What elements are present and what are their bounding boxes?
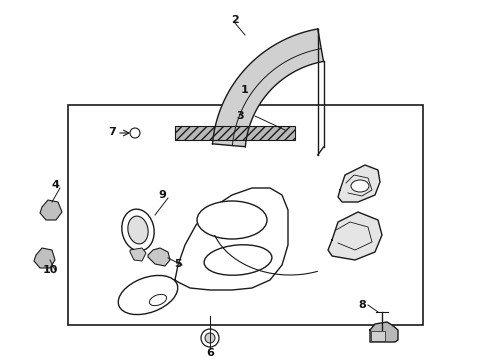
Polygon shape (328, 212, 382, 260)
Text: 8: 8 (358, 300, 366, 310)
Text: 7: 7 (108, 127, 116, 137)
Polygon shape (148, 248, 170, 266)
Polygon shape (130, 248, 146, 261)
Polygon shape (213, 29, 323, 147)
Ellipse shape (149, 294, 167, 306)
Polygon shape (40, 200, 62, 220)
Text: 4: 4 (51, 180, 59, 190)
Ellipse shape (128, 216, 148, 244)
Bar (371, 331, 385, 341)
Polygon shape (338, 165, 380, 202)
Ellipse shape (204, 245, 272, 275)
Bar (175, 126, 295, 140)
Text: 10: 10 (42, 265, 58, 275)
Ellipse shape (122, 209, 154, 251)
Ellipse shape (351, 180, 369, 192)
Ellipse shape (197, 201, 267, 239)
Text: 6: 6 (206, 348, 214, 358)
Circle shape (201, 329, 219, 347)
Text: 2: 2 (231, 15, 239, 25)
Ellipse shape (118, 275, 178, 315)
Text: 5: 5 (174, 259, 182, 269)
Circle shape (205, 333, 215, 343)
Bar (68, 105, 423, 325)
Text: 3: 3 (236, 111, 244, 121)
Text: 1: 1 (241, 85, 249, 95)
Circle shape (130, 128, 140, 138)
Polygon shape (34, 248, 55, 268)
Text: 9: 9 (158, 190, 166, 200)
Polygon shape (370, 322, 398, 342)
